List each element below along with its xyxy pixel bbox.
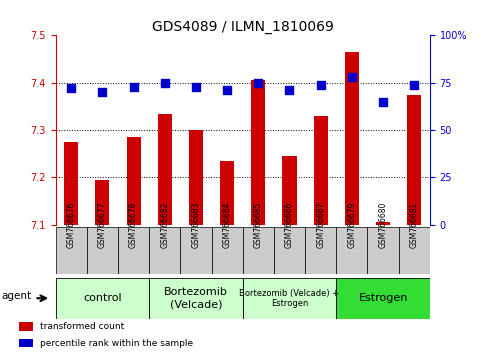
Bar — [64, 142, 78, 225]
Point — [411, 82, 418, 87]
Bar — [180, 227, 212, 274]
Text: GSM766686: GSM766686 — [285, 202, 294, 248]
Bar — [19, 339, 33, 348]
Title: GDS4089 / ILMN_1810069: GDS4089 / ILMN_1810069 — [152, 21, 334, 34]
Point — [223, 87, 231, 93]
Bar — [242, 227, 274, 274]
Bar — [212, 227, 242, 274]
Bar — [336, 227, 368, 274]
Bar — [56, 227, 87, 274]
Bar — [220, 161, 234, 225]
Bar — [56, 278, 149, 319]
Text: control: control — [83, 293, 122, 303]
Bar — [376, 222, 390, 225]
Point — [285, 87, 293, 93]
Bar — [95, 180, 109, 225]
Text: GSM766687: GSM766687 — [316, 202, 325, 248]
Bar — [283, 156, 297, 225]
Text: GSM766676: GSM766676 — [67, 201, 76, 248]
Text: GSM766683: GSM766683 — [191, 202, 200, 248]
Text: GSM766685: GSM766685 — [254, 202, 263, 248]
Bar — [274, 227, 305, 274]
Bar — [398, 227, 430, 274]
Text: transformed count: transformed count — [40, 322, 124, 331]
Bar — [149, 227, 180, 274]
Point — [99, 89, 106, 95]
Bar — [336, 278, 430, 319]
Point — [192, 84, 200, 89]
Bar — [19, 322, 33, 331]
Bar — [407, 95, 421, 225]
Point — [129, 84, 137, 89]
Point — [67, 86, 75, 91]
Bar — [345, 52, 359, 225]
Bar — [118, 227, 149, 274]
Point — [255, 80, 262, 86]
Text: Estrogen: Estrogen — [358, 293, 408, 303]
Text: GSM766682: GSM766682 — [160, 202, 169, 248]
Point — [317, 82, 325, 87]
Text: GSM766679: GSM766679 — [347, 201, 356, 248]
Text: GSM766678: GSM766678 — [129, 202, 138, 248]
Text: GSM766684: GSM766684 — [223, 202, 232, 248]
Point — [348, 74, 356, 80]
Point — [161, 80, 169, 86]
Bar — [158, 114, 172, 225]
Bar — [242, 278, 336, 319]
Point — [379, 99, 387, 104]
Bar — [189, 130, 203, 225]
Bar — [87, 227, 118, 274]
Bar — [127, 137, 141, 225]
Text: Bortezomib
(Velcade): Bortezomib (Velcade) — [164, 287, 228, 309]
Bar — [313, 116, 327, 225]
Text: Bortezomib (Velcade) +
Estrogen: Bortezomib (Velcade) + Estrogen — [240, 289, 340, 308]
Bar — [305, 227, 336, 274]
Text: agent: agent — [1, 291, 31, 301]
Bar — [251, 80, 265, 225]
Text: percentile rank within the sample: percentile rank within the sample — [40, 339, 193, 348]
Text: GSM766677: GSM766677 — [98, 201, 107, 248]
Text: GSM766681: GSM766681 — [410, 202, 419, 248]
Text: GSM766680: GSM766680 — [379, 202, 387, 248]
Bar — [368, 227, 398, 274]
Bar — [149, 278, 242, 319]
